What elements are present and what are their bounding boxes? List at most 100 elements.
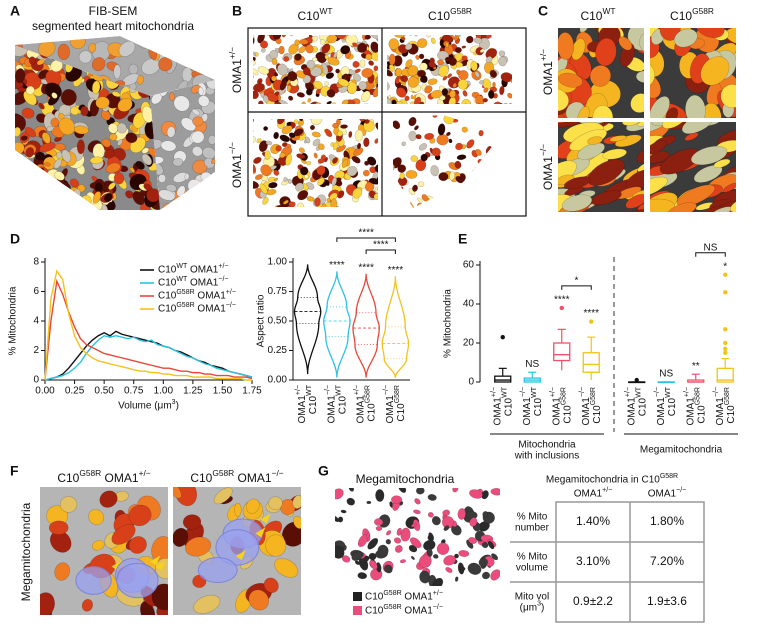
organelle	[461, 126, 468, 133]
column-label: C10G58R	[428, 6, 472, 23]
organelle	[508, 154, 515, 161]
organelle	[279, 134, 291, 143]
organelle	[479, 198, 484, 204]
group-label: Megamitochondria	[640, 445, 723, 456]
micrograph	[335, 488, 500, 586]
organelle	[298, 119, 305, 127]
organelle	[340, 509, 347, 514]
organelle	[466, 184, 473, 191]
organelle	[494, 181, 503, 192]
y-tick-label: 4	[33, 316, 39, 327]
y-tick-label: 0.25	[268, 345, 288, 356]
organelle	[503, 158, 516, 169]
organelle	[274, 91, 280, 96]
organelle	[387, 55, 390, 61]
organelle	[462, 90, 468, 97]
organelle	[508, 140, 520, 148]
organelle	[409, 537, 422, 549]
micrograph	[150, 80, 215, 210]
x-tick-label: OMA1+/−C10WT	[295, 384, 318, 423]
organelle	[88, 42, 97, 53]
organelle	[413, 35, 420, 37]
text-line: % Mito	[517, 551, 548, 562]
legend-swatch	[353, 606, 362, 615]
superscript: G58R	[660, 473, 678, 480]
panel-title: FIB-SEM	[89, 4, 138, 18]
organelle	[264, 150, 271, 160]
y-tick-label: 8	[33, 257, 39, 268]
outlier	[723, 272, 728, 277]
organelle	[499, 85, 505, 96]
organelle	[430, 89, 443, 99]
organelle	[335, 35, 347, 40]
table: Megamitochondria in C10G58R OMA1+/− OMA1…	[510, 473, 705, 623]
organelle	[386, 530, 392, 536]
organelle	[388, 64, 396, 72]
organelle	[210, 158, 215, 164]
organelle	[253, 180, 260, 189]
organelle	[257, 66, 270, 75]
organelle	[385, 170, 390, 174]
text-line: C10WT	[336, 384, 348, 414]
organelle	[59, 496, 78, 513]
organelle	[394, 67, 403, 77]
organelle	[324, 179, 330, 186]
organelle	[340, 45, 351, 55]
organelle	[332, 157, 338, 164]
organelle	[336, 144, 346, 153]
organelle	[311, 131, 321, 138]
organelle	[396, 87, 407, 98]
text-line: % Mito	[517, 511, 548, 522]
table-cell: 1.9±3.6	[647, 594, 687, 608]
organelle	[293, 515, 301, 529]
organelle	[274, 72, 279, 77]
significance-label: *	[723, 261, 727, 272]
organelle	[141, 153, 152, 166]
organelle	[438, 172, 449, 182]
organelle	[41, 132, 51, 144]
organelle	[465, 35, 474, 44]
organelle	[24, 127, 36, 138]
organelle	[317, 177, 325, 186]
organelle	[79, 203, 88, 210]
organelle	[253, 156, 262, 164]
organelle	[31, 168, 39, 177]
organelle	[650, 198, 676, 212]
organelle	[456, 154, 467, 161]
organelle	[424, 85, 433, 94]
organelle	[385, 164, 391, 169]
organelle	[304, 211, 309, 216]
row-label: OMA1−/−	[538, 144, 555, 190]
outlier	[589, 319, 594, 324]
superscript: G58R	[383, 590, 401, 597]
organelle	[393, 198, 400, 205]
organelle	[288, 95, 294, 101]
text-line: C10G58R	[394, 385, 406, 422]
organelle	[301, 101, 306, 104]
organelle	[416, 208, 427, 220]
organelle	[442, 75, 448, 81]
organelle	[734, 54, 756, 75]
arrow	[155, 560, 166, 571]
arrow	[235, 550, 246, 561]
organelle	[198, 95, 210, 107]
series-line	[44, 334, 253, 381]
legend-label: C10WT OMA1−/−	[158, 276, 229, 288]
organelle	[265, 140, 273, 146]
organelle	[437, 200, 449, 207]
organelle	[248, 24, 257, 34]
superscript: −/−	[218, 276, 228, 283]
organelle	[361, 67, 374, 79]
organelle	[427, 512, 434, 518]
organelle	[413, 96, 422, 104]
organelle	[417, 38, 428, 49]
organelle	[690, 216, 709, 227]
organelle	[636, 143, 644, 164]
organelle	[351, 155, 361, 164]
organelle	[245, 192, 252, 199]
y-tick-label: 0.00	[268, 375, 288, 386]
superscript: G58R	[724, 387, 731, 405]
organelle	[286, 121, 292, 127]
outlier	[634, 377, 639, 383]
organelle	[104, 149, 115, 159]
